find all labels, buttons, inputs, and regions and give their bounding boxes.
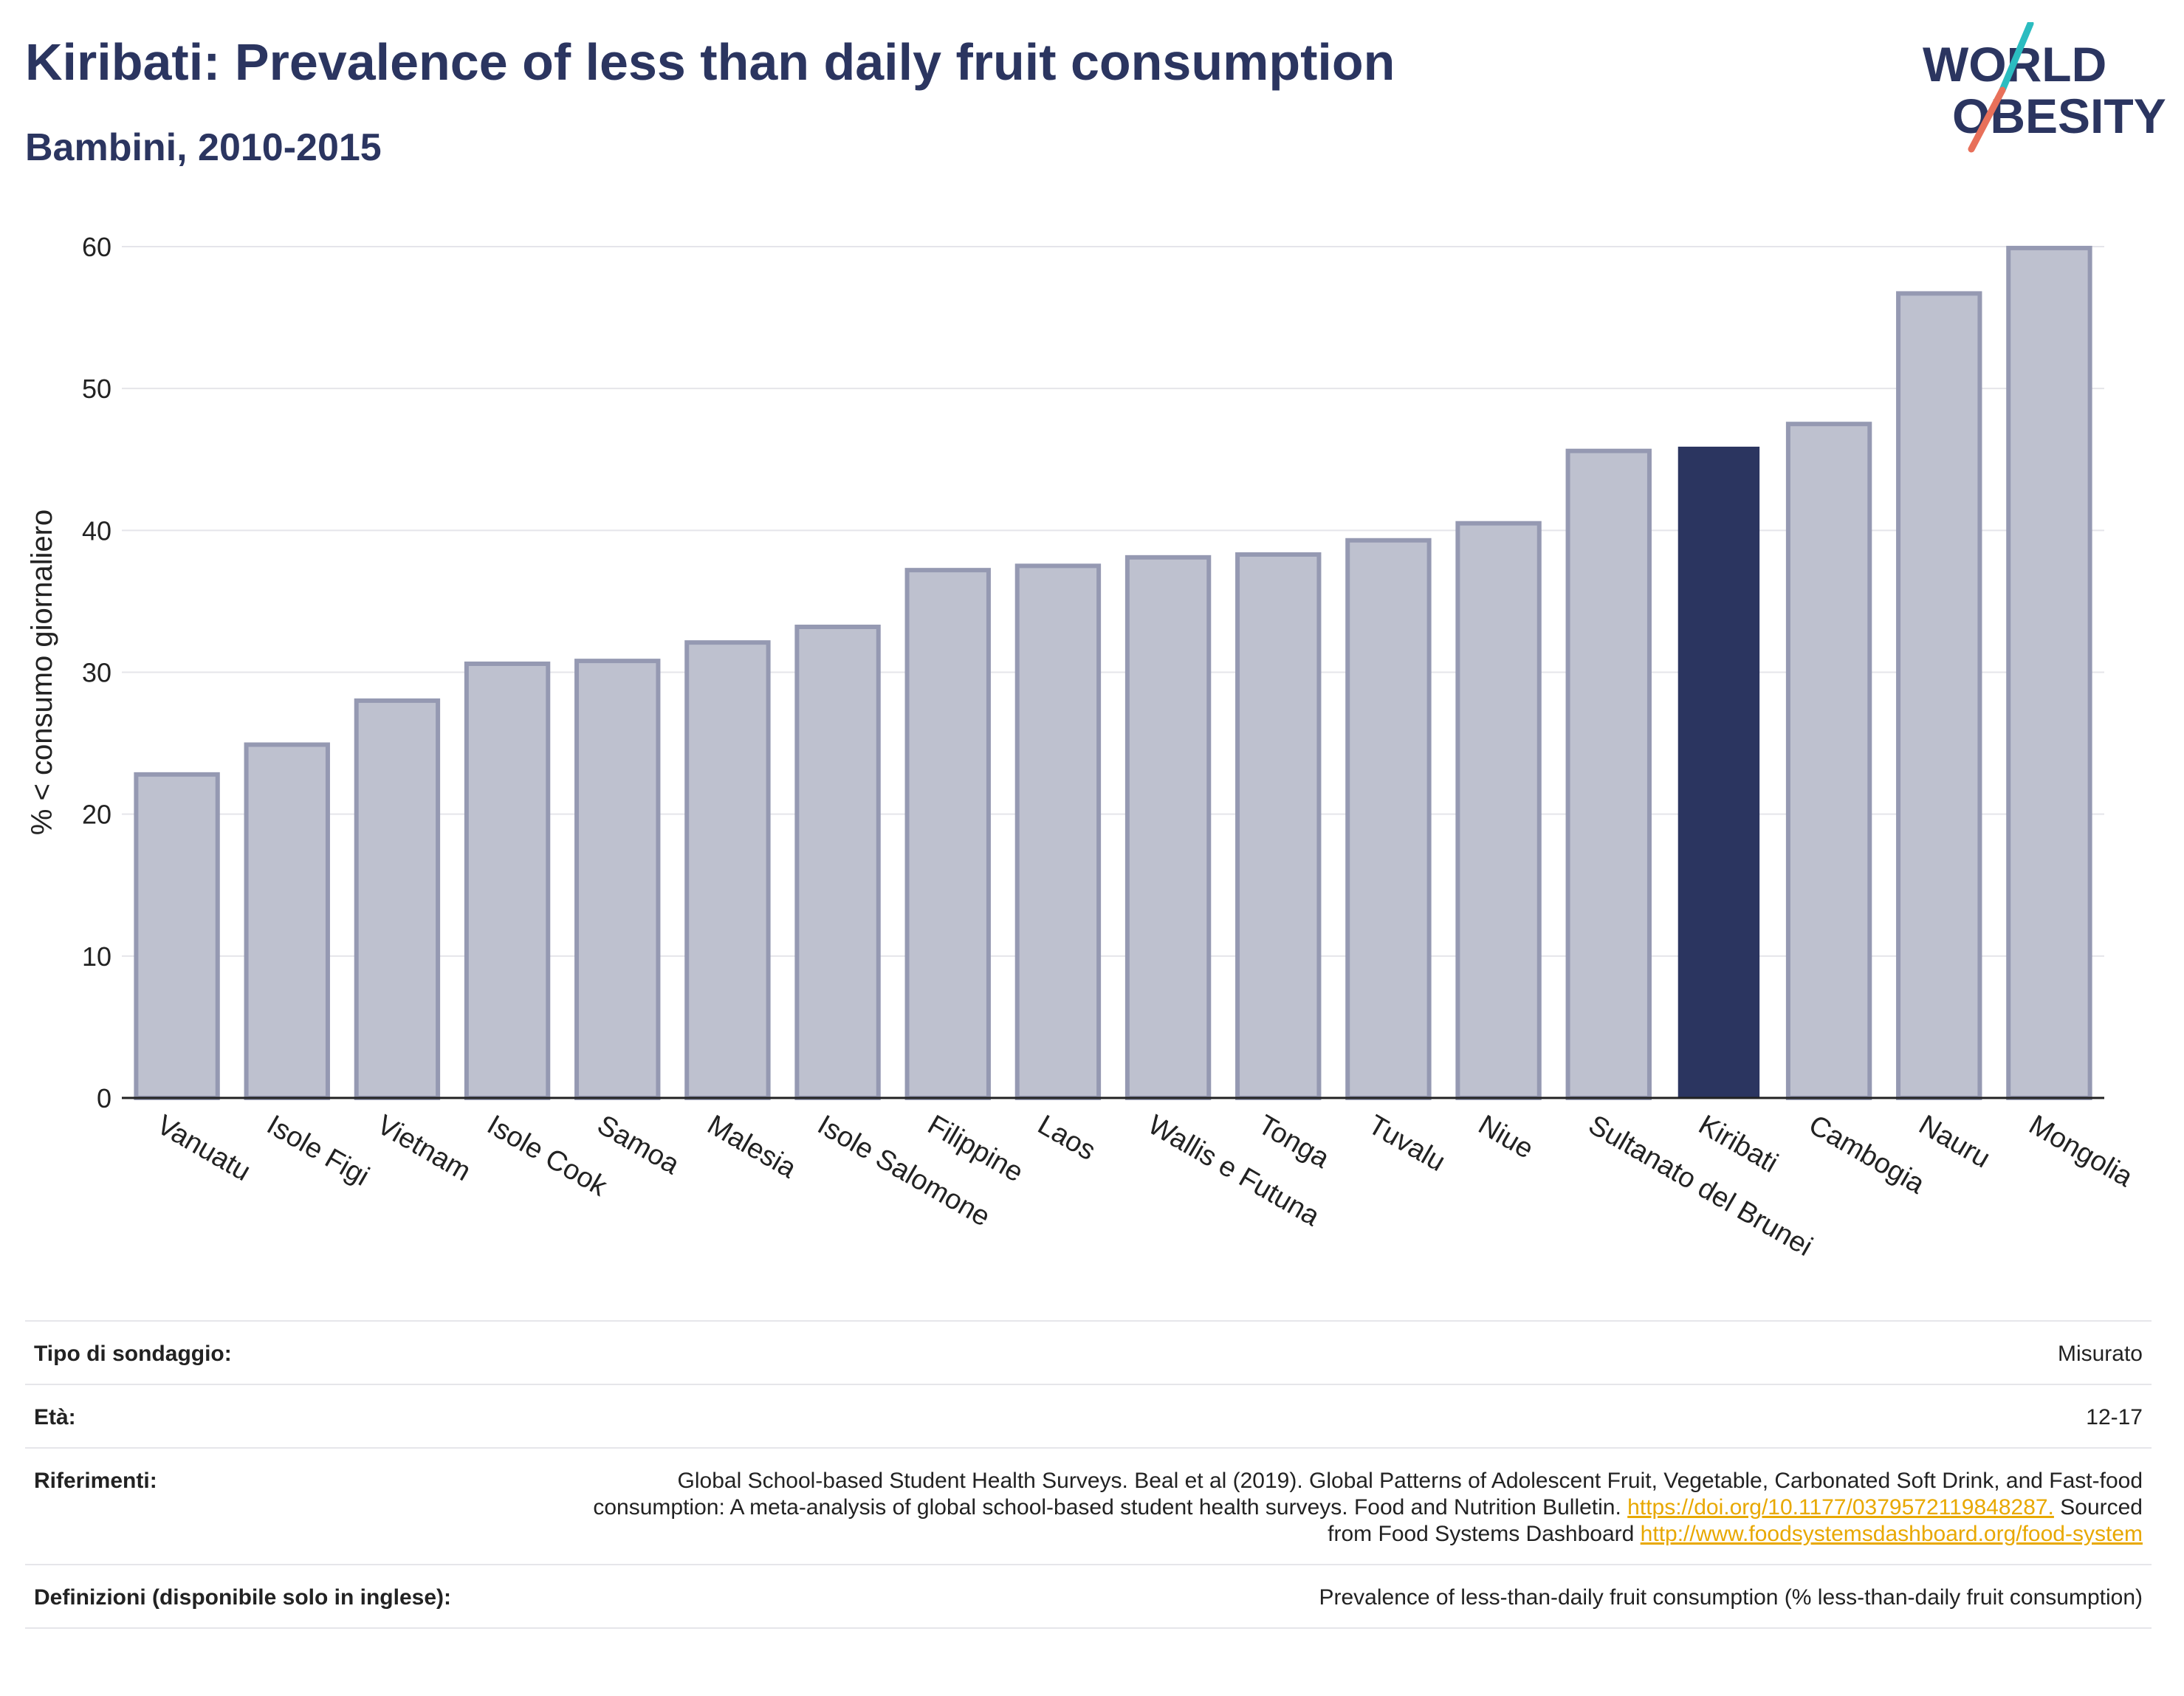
x-tick-label: Nauru	[1914, 1109, 1996, 1174]
x-tick-label: Samoa	[592, 1109, 685, 1181]
chart-title: Kiribati: Prevalence of less than daily …	[25, 33, 1395, 91]
bar-vanuatu[interactable]	[134, 772, 220, 1100]
bar-kiribati[interactable]	[1678, 446, 1760, 1098]
world-obesity-logo[interactable]: WORLD OBESITY	[1920, 22, 2171, 162]
bar-sultanato-del-brunei[interactable]	[1565, 448, 1652, 1100]
x-tick-label: Laos	[1032, 1109, 1100, 1167]
bar-cambogia[interactable]	[1785, 422, 1872, 1100]
bar-samoa[interactable]	[574, 659, 661, 1100]
x-tick-label: Kiribati	[1693, 1109, 1783, 1178]
x-tick-label: Vietnam	[371, 1109, 475, 1187]
logo-slash-bottom	[1968, 86, 2006, 153]
age-label: Età:	[25, 1384, 560, 1448]
bar-tonga[interactable]	[1235, 552, 1322, 1100]
bar-niue[interactable]	[1455, 521, 1542, 1100]
x-tick-label: Isole Cook	[482, 1109, 613, 1203]
x-tick-label: Vanuatu	[151, 1109, 255, 1187]
bar-mongolia[interactable]	[2006, 245, 2092, 1101]
y-tick-label: 10	[82, 941, 111, 972]
chart-subtitle: Bambini, 2010-2015	[25, 126, 382, 169]
references-text-2: Sourced from Food Systems Dashboard	[1328, 1495, 2143, 1546]
definitions-label: Definizioni (disponibile solo in inglese…	[25, 1564, 560, 1629]
y-axis-title: % < consumo giornaliero	[26, 509, 58, 835]
references-text-1: Global School-based Student Health Surve…	[593, 1469, 2143, 1520]
bar-wallis-e-futuna[interactable]	[1124, 555, 1212, 1100]
y-tick-label: 0	[97, 1083, 111, 1113]
meta-row-definitions: Definizioni (disponibile solo in inglese…	[25, 1564, 2152, 1629]
metadata-table: Tipo di sondaggio: Misurato Età: 12-17 R…	[25, 1320, 2152, 1629]
bar-laos[interactable]	[1014, 563, 1102, 1100]
food-systems-link[interactable]: http://www.foodsystemsdashboard.org/food…	[1640, 1522, 2143, 1546]
x-tick-label: Tonga	[1253, 1109, 1335, 1175]
bar-isole-salomone[interactable]	[794, 625, 881, 1100]
bar-isole-figi[interactable]	[244, 742, 330, 1100]
bar-filippine[interactable]	[904, 568, 991, 1100]
references-label: Riferimenti:	[25, 1447, 560, 1565]
y-tick-label: 40	[82, 515, 111, 546]
logo-slash-top	[1999, 22, 2034, 94]
x-tick-label: Isole Figi	[261, 1109, 374, 1192]
meta-row-age: Età: 12-17	[25, 1384, 2152, 1448]
y-tick-label: 60	[82, 232, 111, 262]
survey-type-label: Tipo di sondaggio:	[25, 1320, 560, 1384]
x-tick-label: Malesia	[702, 1109, 802, 1184]
bars	[134, 245, 2092, 1101]
y-axis-ticks: 0 10 20 30 40 50 60	[82, 232, 111, 1113]
doi-link[interactable]: https://doi.org/10.1177/0379572119848287…	[1627, 1495, 2054, 1520]
bar-tuvalu[interactable]	[1345, 538, 1432, 1100]
x-tick-label: Tuvalu	[1363, 1109, 1451, 1178]
bar-malesia[interactable]	[684, 640, 771, 1100]
y-tick-label: 30	[82, 658, 111, 688]
bar-isole-cook[interactable]	[464, 661, 551, 1100]
meta-row-survey-type: Tipo di sondaggio: Misurato	[25, 1320, 2152, 1384]
definitions-value: Prevalence of less-than-daily fruit cons…	[560, 1564, 2152, 1629]
y-tick-label: 50	[82, 374, 111, 404]
references-value: Global School-based Student Health Surve…	[560, 1447, 2152, 1565]
x-tick-label: Cambogia	[1804, 1109, 1931, 1200]
survey-type-value: Misurato	[560, 1320, 2152, 1384]
x-tick-label: Mongolia	[2024, 1109, 2138, 1193]
bar-vietnam[interactable]	[354, 698, 441, 1100]
grid-lines	[122, 246, 2104, 957]
meta-row-references: Riferimenti: Global School-based Student…	[25, 1447, 2152, 1565]
y-tick-label: 20	[82, 800, 111, 830]
age-value: 12-17	[560, 1384, 2152, 1448]
bar-nauru[interactable]	[1896, 291, 1982, 1100]
x-tick-label: Niue	[1473, 1109, 1539, 1164]
